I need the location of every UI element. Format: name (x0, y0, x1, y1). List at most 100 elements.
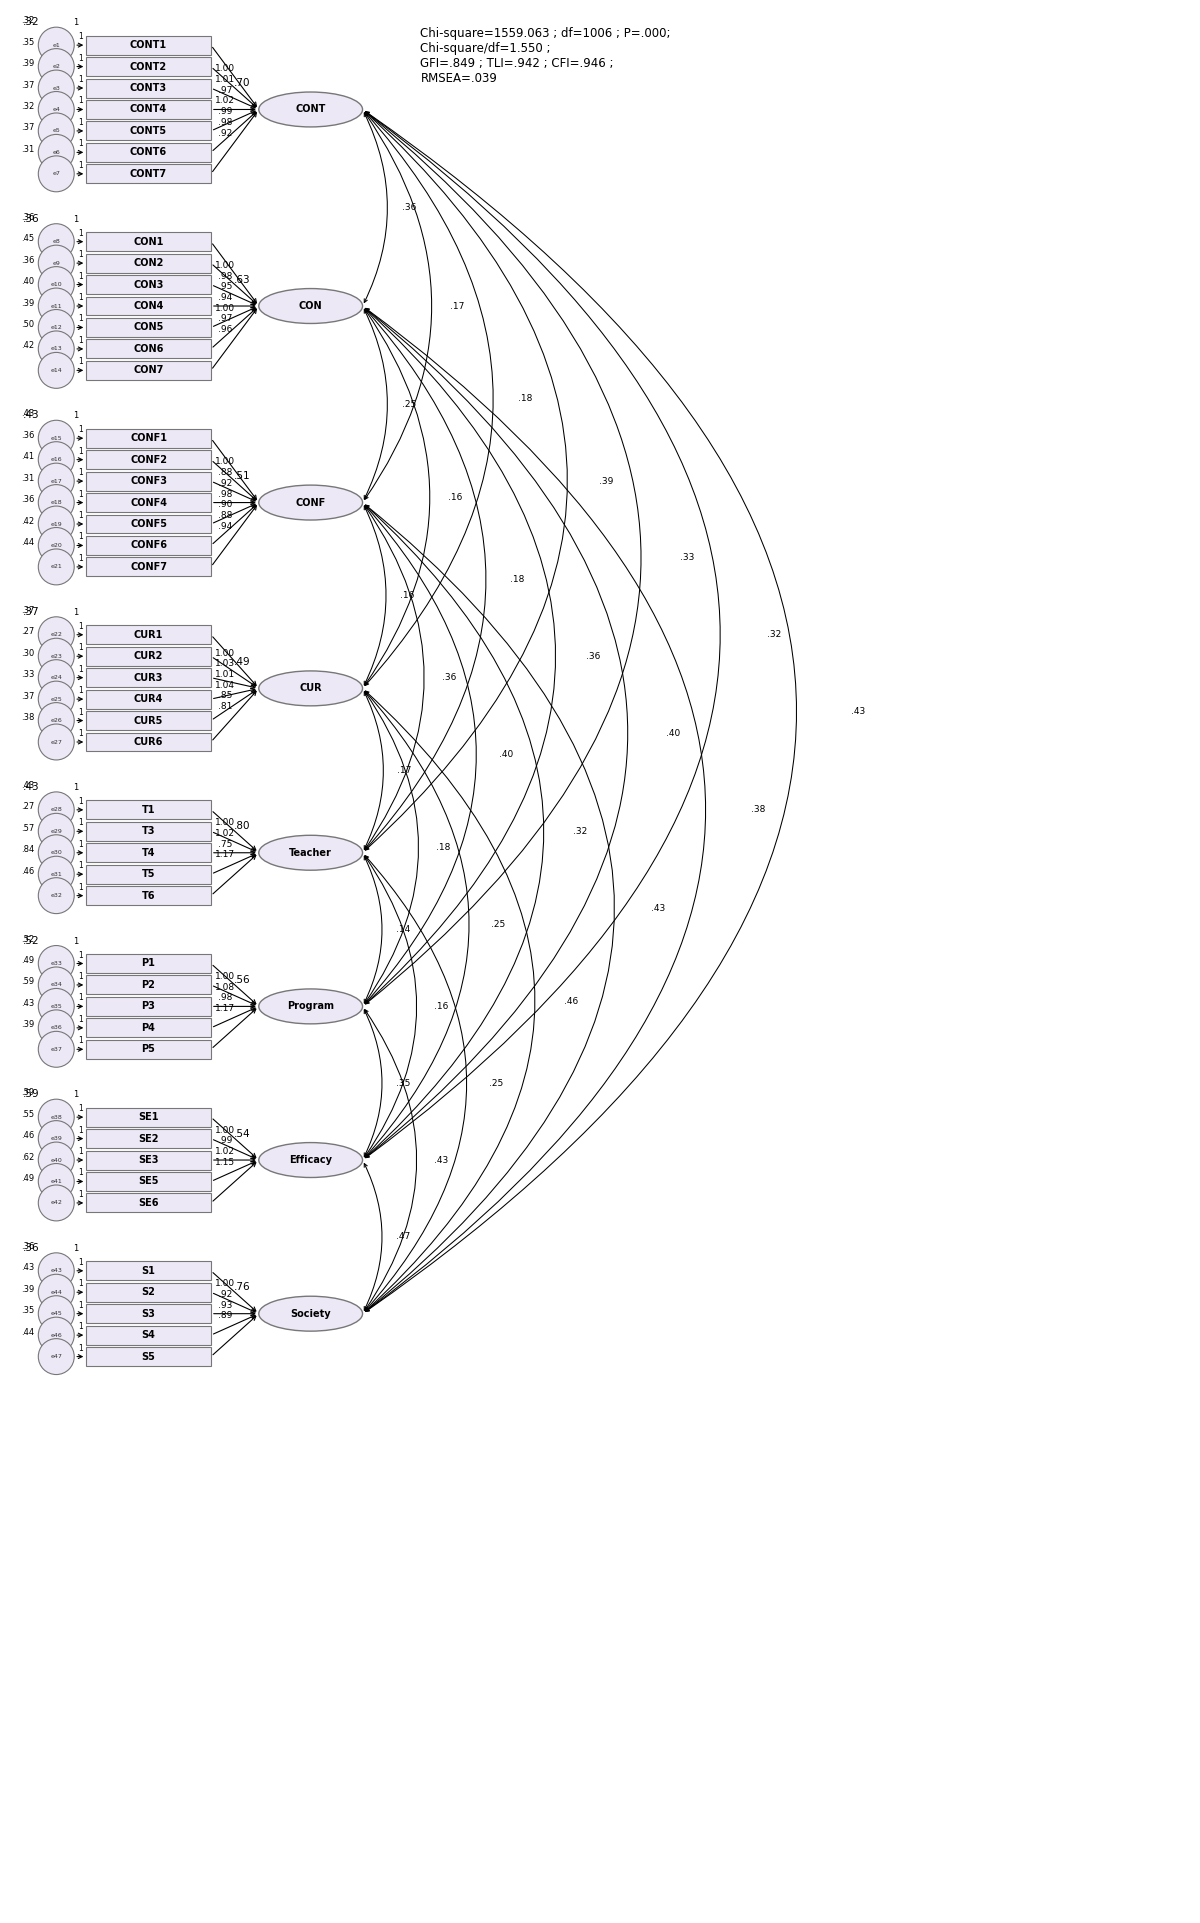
Text: e10: e10 (50, 283, 62, 287)
Text: .16: .16 (433, 1002, 448, 1011)
Text: .36: .36 (442, 673, 456, 683)
Text: .27: .27 (22, 802, 35, 812)
Text: .45: .45 (22, 235, 35, 242)
Circle shape (38, 485, 74, 521)
Text: T1: T1 (142, 806, 155, 815)
Text: 1.08: 1.08 (215, 983, 235, 992)
Text: .44: .44 (22, 538, 35, 546)
Text: .63: .63 (234, 275, 251, 285)
Text: .36: .36 (20, 431, 35, 440)
Text: Teacher: Teacher (289, 848, 332, 858)
FancyBboxPatch shape (86, 821, 211, 840)
Text: 1: 1 (78, 1258, 83, 1267)
Text: Program: Program (287, 1002, 334, 1011)
Text: CONT2: CONT2 (130, 62, 167, 71)
Text: CUR2: CUR2 (134, 652, 163, 662)
Circle shape (38, 421, 74, 456)
Ellipse shape (259, 92, 362, 127)
Text: e40: e40 (50, 1158, 62, 1163)
Text: .17: .17 (397, 765, 412, 775)
Text: e33: e33 (50, 962, 62, 965)
Text: 1: 1 (78, 337, 83, 344)
Ellipse shape (259, 835, 362, 871)
Text: .18: .18 (510, 575, 524, 585)
Circle shape (38, 113, 74, 148)
Text: 1.02: 1.02 (215, 829, 235, 838)
Text: e17: e17 (50, 479, 62, 483)
Text: 1: 1 (78, 883, 83, 892)
Text: e46: e46 (50, 1333, 62, 1338)
Text: .32: .32 (574, 827, 588, 837)
Text: .39: .39 (22, 298, 35, 308)
Text: 1: 1 (78, 1190, 83, 1198)
Text: e7: e7 (53, 171, 60, 177)
Text: e11: e11 (50, 304, 62, 308)
Text: 1.00: 1.00 (215, 304, 235, 313)
Circle shape (38, 1252, 74, 1288)
Text: 1: 1 (78, 533, 83, 542)
FancyBboxPatch shape (86, 296, 211, 315)
Text: e31: e31 (50, 871, 62, 877)
Text: .95: .95 (217, 283, 232, 290)
Text: .32: .32 (23, 17, 40, 27)
Text: 1.00: 1.00 (215, 819, 235, 827)
Text: .90: .90 (217, 500, 232, 510)
Text: 1.17: 1.17 (215, 1004, 235, 1013)
FancyBboxPatch shape (86, 646, 211, 665)
Text: 1: 1 (78, 1344, 83, 1352)
Text: 1: 1 (73, 17, 79, 27)
Text: .93: .93 (217, 1300, 232, 1310)
Text: .18: .18 (436, 842, 450, 852)
Text: CONF5: CONF5 (130, 519, 167, 529)
Circle shape (38, 135, 74, 171)
Text: 1: 1 (78, 950, 83, 960)
Circle shape (38, 48, 74, 85)
Text: .38: .38 (20, 713, 35, 721)
Circle shape (38, 1010, 74, 1046)
Text: 1.00: 1.00 (215, 971, 235, 981)
Text: e5: e5 (53, 129, 60, 133)
Text: CONF2: CONF2 (130, 454, 167, 465)
FancyBboxPatch shape (86, 537, 211, 556)
Text: .36: .36 (23, 1242, 40, 1252)
Text: 1.04: 1.04 (215, 681, 235, 690)
FancyBboxPatch shape (86, 79, 211, 98)
Text: .92: .92 (217, 1290, 232, 1298)
Circle shape (38, 288, 74, 323)
Circle shape (38, 310, 74, 346)
Text: CUR1: CUR1 (134, 629, 163, 640)
Text: e27: e27 (50, 740, 62, 744)
Text: .17: .17 (450, 302, 464, 310)
Text: e14: e14 (50, 367, 62, 373)
Ellipse shape (259, 988, 362, 1023)
Text: T6: T6 (142, 890, 155, 900)
Text: e34: e34 (50, 983, 62, 986)
Text: .94: .94 (217, 292, 232, 302)
Text: .30: .30 (22, 648, 35, 658)
Circle shape (38, 1317, 74, 1354)
Text: .39: .39 (22, 1285, 35, 1294)
Text: e41: e41 (50, 1179, 62, 1185)
Text: e1: e1 (53, 42, 60, 48)
Text: .37: .37 (20, 606, 35, 615)
Text: .43: .43 (851, 708, 865, 715)
Text: .55: .55 (22, 1110, 35, 1119)
Text: .88: .88 (217, 467, 232, 477)
Text: CONT4: CONT4 (130, 104, 167, 115)
Text: .46: .46 (22, 867, 35, 875)
Text: 1.02: 1.02 (215, 1146, 235, 1156)
Text: .18: .18 (518, 394, 532, 404)
Text: e12: e12 (50, 325, 62, 331)
Text: .43: .43 (433, 1156, 448, 1165)
Circle shape (38, 69, 74, 106)
Text: P5: P5 (142, 1044, 156, 1054)
Text: .25: .25 (491, 919, 505, 929)
Text: 1: 1 (78, 138, 83, 148)
FancyBboxPatch shape (86, 954, 211, 973)
Text: CONT6: CONT6 (130, 148, 167, 158)
FancyBboxPatch shape (86, 1171, 211, 1190)
Circle shape (38, 352, 74, 388)
Text: .44: .44 (22, 1327, 35, 1336)
Text: e16: e16 (50, 458, 62, 462)
Text: 1.01: 1.01 (215, 669, 235, 679)
